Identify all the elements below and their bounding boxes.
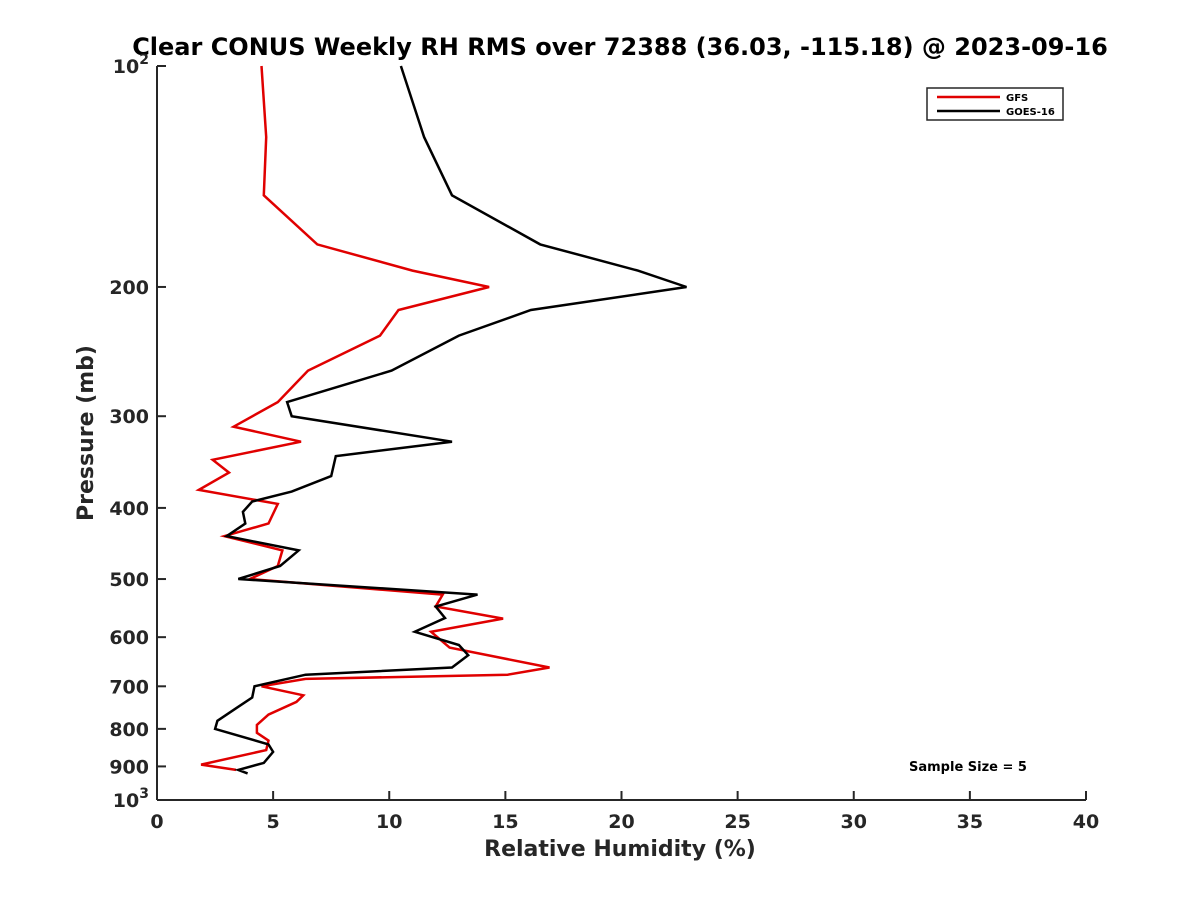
y-tick-label: 200 [109,277,149,299]
x-tick-label: 0 [150,811,163,833]
x-tick-label: 30 [841,811,867,833]
legend-label-gfs: GFS [1006,93,1028,104]
axes-box [157,66,1086,800]
legend: GFS GOES-16 [927,88,1063,120]
x-tick-label: 40 [1073,811,1099,833]
y-tick-label: 700 [109,676,149,698]
y-tick-label: 400 [109,498,149,520]
y-axis-label: Pressure (mb) [74,345,99,521]
x-axis-label: Relative Humidity (%) [484,837,756,862]
y-tick-label: 600 [109,627,149,649]
y-tick-label: 900 [109,756,149,778]
x-tick-label: 15 [492,811,518,833]
y-tick-label: 300 [109,406,149,428]
y-tick-label: 800 [109,719,149,741]
x-tick-label: 25 [724,811,750,833]
y-tick-label: 102 [113,52,149,78]
x-tick-label: 10 [376,811,402,833]
sample-size-annotation: Sample Size = 5 [909,760,1027,775]
x-tick-label: 5 [267,811,280,833]
y-tick-label: 103 [113,786,149,812]
plot-area: 0 5 10 15 20 25 30 35 40 102 200 300 400 500 600 700 80… [109,52,1099,833]
legend-label-goes16: GOES-16 [1006,107,1055,118]
x-tick-label: 35 [957,811,983,833]
y-tick-label: 500 [109,569,149,591]
x-tick-label: 20 [608,811,634,833]
chart-title: Clear CONUS Weekly RH RMS over 72388 (36… [132,33,1108,61]
